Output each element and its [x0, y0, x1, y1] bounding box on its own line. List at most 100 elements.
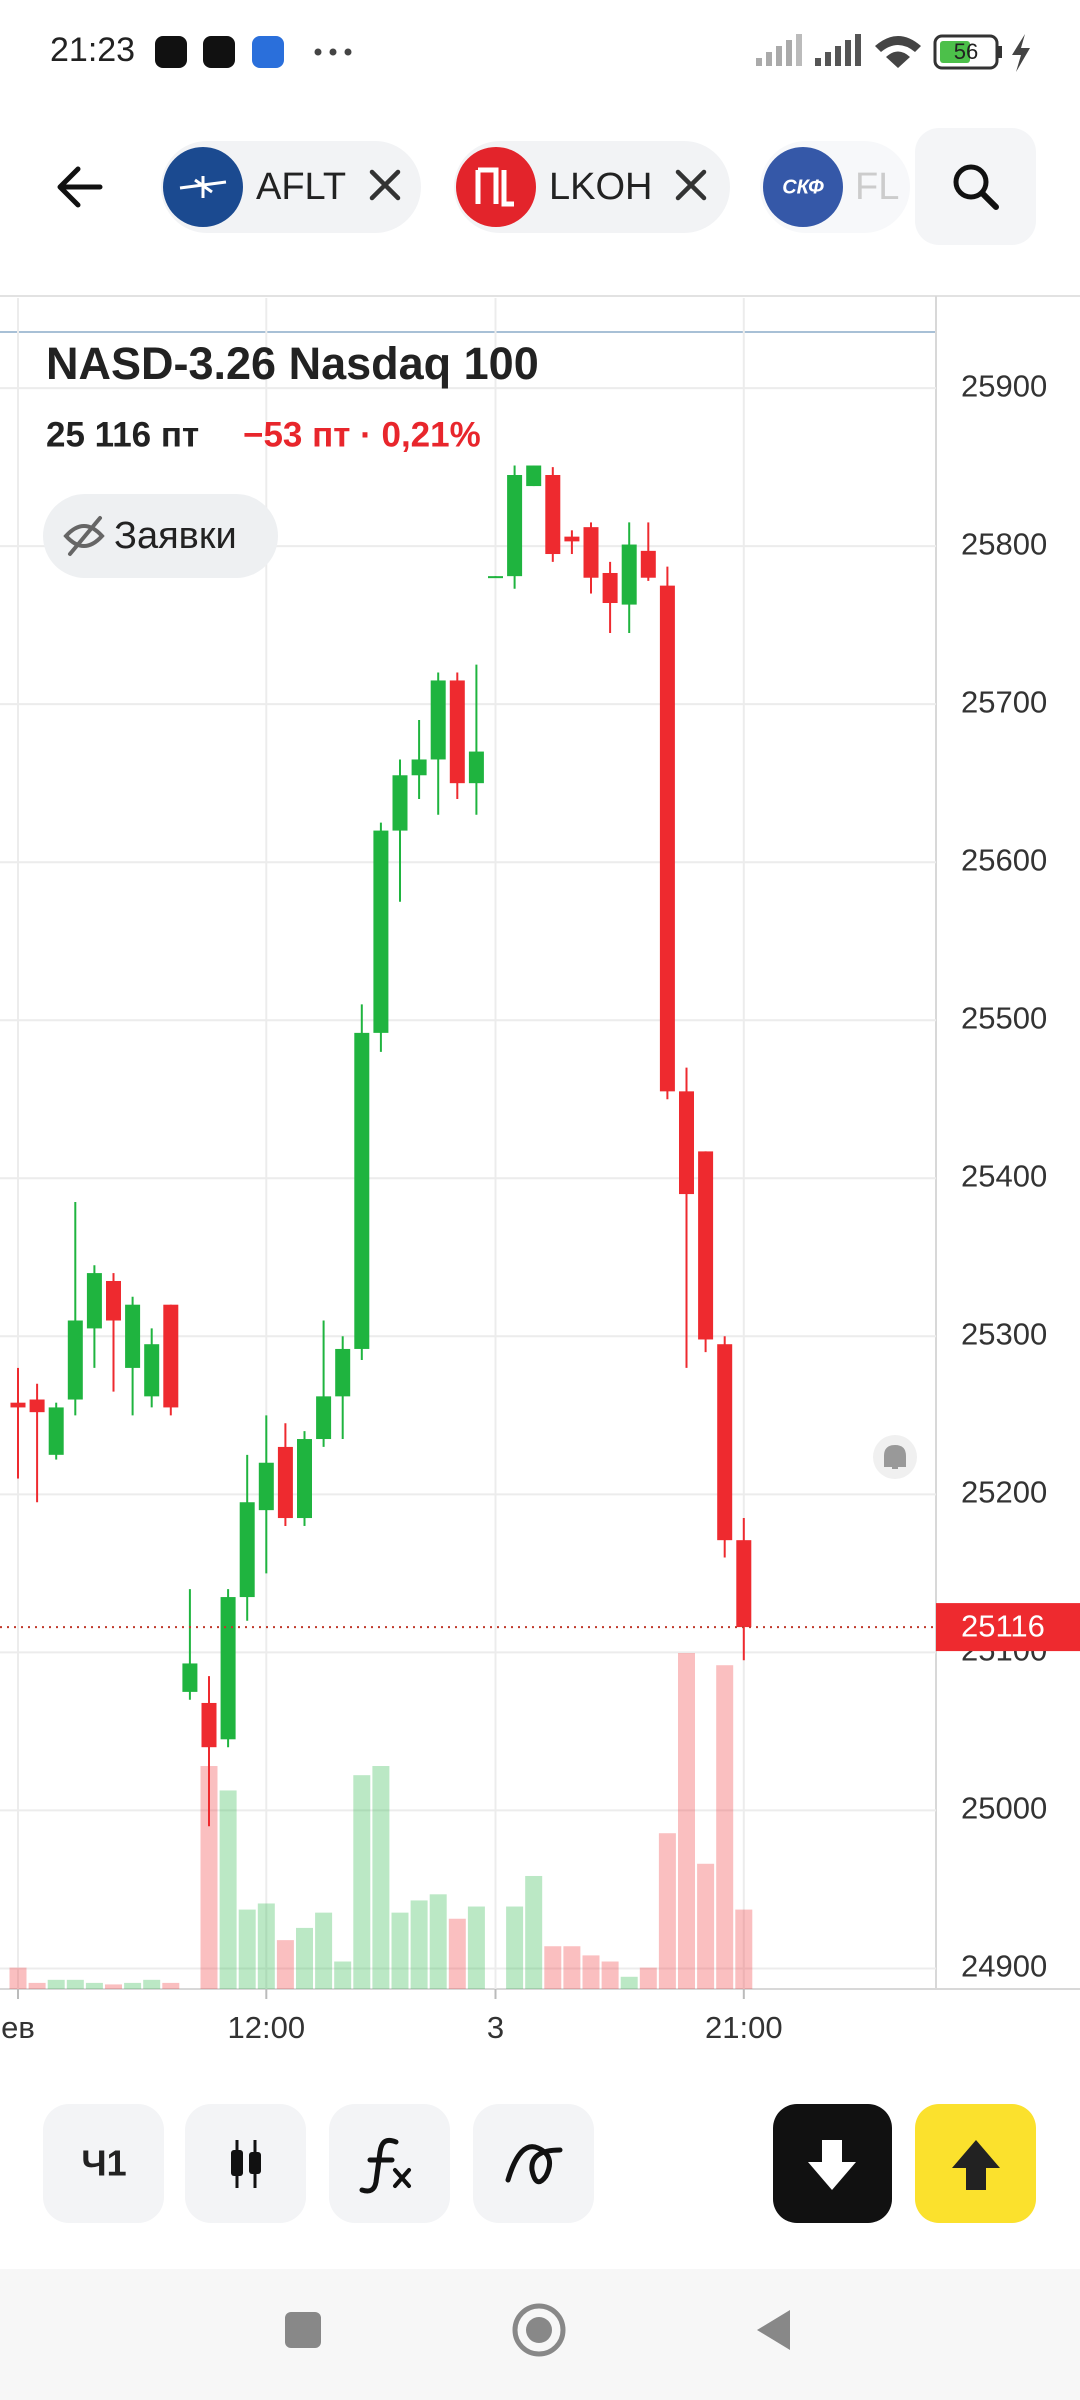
y-tick-label: 25000 [961, 1791, 1047, 1826]
volume-bar [105, 1984, 122, 1989]
candle-body [736, 1540, 752, 1628]
volume-bar [238, 1909, 256, 1989]
chart-title: NASD-3.26 Nasdaq 100 [46, 338, 539, 389]
volume-bars [9, 1653, 753, 1989]
volume-bar [544, 1946, 562, 1989]
current-price: 25 116 пт [46, 415, 199, 454]
volume-bar [735, 1909, 753, 1989]
volume-bar [296, 1927, 313, 1989]
interval-button[interactable] [43, 2104, 164, 2223]
candle-body [163, 1304, 179, 1408]
volume-bar [639, 1967, 657, 1989]
candle-body [449, 680, 465, 784]
y-tick-label: 25700 [961, 684, 1047, 719]
volume-bar [467, 1906, 485, 1989]
candle-body [239, 1502, 255, 1598]
candle-body [106, 1280, 121, 1321]
candle-body [602, 572, 618, 604]
indicators-button[interactable] [329, 2104, 450, 2223]
volume-bar [563, 1946, 581, 1989]
back-button[interactable] [57, 166, 103, 208]
volume-bar [257, 1903, 275, 1989]
candle-body [144, 1344, 160, 1397]
volume-bar [658, 1833, 676, 1989]
last-price-label: 25116 [961, 1608, 1045, 1643]
volume-bar [429, 1894, 447, 1989]
volume-bar [582, 1955, 600, 1989]
volume-bar [448, 1918, 466, 1989]
volume-bar [276, 1940, 294, 1989]
drawing-button[interactable] [473, 2104, 594, 2223]
interval-label: Ч1 [81, 2143, 126, 2184]
nav-recents[interactable] [285, 2312, 321, 2348]
candle-body [258, 1462, 274, 1511]
chart-type-button[interactable] [185, 2104, 306, 2223]
candle-body [125, 1304, 141, 1368]
volume-bar [28, 1982, 46, 1989]
volume-bar [143, 1979, 161, 1989]
chart-frame [0, 295, 1080, 1990]
candle-body [659, 585, 675, 1092]
search-button[interactable] [915, 128, 1036, 245]
candle-body [29, 1399, 45, 1413]
candle-body [430, 680, 446, 760]
candle-body [48, 1407, 64, 1455]
candle-body [316, 1396, 332, 1440]
volume-bar [506, 1906, 524, 1989]
y-tick-label: 25400 [961, 1158, 1047, 1193]
candle-body [392, 775, 408, 831]
volume-bar [716, 1665, 734, 1989]
candle-body [621, 544, 637, 605]
nav-home[interactable] [512, 2303, 566, 2357]
tab-third[interactable] [760, 141, 910, 233]
tab-aflt[interactable] [161, 141, 421, 233]
nav-back[interactable] [757, 2310, 790, 2350]
status-icons [155, 34, 1030, 72]
volume-bar [391, 1912, 409, 1989]
tab-label: FL [855, 166, 899, 208]
volume-bar [353, 1775, 371, 1989]
y-tick-label: 25300 [961, 1316, 1047, 1351]
y-tick-label: 25900 [961, 368, 1047, 403]
volume-bar [9, 1967, 27, 1989]
volume-bar [372, 1766, 390, 1989]
candle-body [10, 1402, 26, 1408]
alert-bell[interactable] [873, 1435, 917, 1479]
orders-button[interactable] [43, 494, 278, 578]
candles [10, 465, 752, 1827]
volume-bar [334, 1961, 352, 1989]
volume-bar [200, 1766, 218, 1989]
tab-lkoh[interactable] [454, 141, 730, 233]
candle-body [717, 1344, 733, 1541]
candle-body [335, 1348, 351, 1397]
price-change: −53 пт · 0,21% [243, 415, 481, 454]
volume-bar [47, 1979, 65, 1989]
candle-body [583, 527, 599, 578]
x-tick-label: 3 [487, 2010, 504, 2045]
candle-body [545, 475, 561, 555]
volume-bar [124, 1982, 142, 1989]
y-tick-label: 25600 [961, 842, 1047, 877]
volume-bar [678, 1653, 695, 1989]
candle-body [640, 550, 656, 578]
sell-button[interactable] [773, 2104, 892, 2223]
candle-body [86, 1273, 102, 1329]
buy-button[interactable] [915, 2104, 1036, 2223]
candle-body [201, 1702, 217, 1748]
candle-body [679, 1091, 694, 1195]
axis-labels: 2490025000251002520025300254002550025600… [1, 368, 1047, 2045]
y-tick-label: 25800 [961, 526, 1047, 561]
candle-body [297, 1439, 312, 1519]
tab-label: LKOH [549, 166, 652, 208]
volume-bar [162, 1982, 180, 1989]
volume-bar [697, 1863, 715, 1989]
volume-bar [601, 1961, 619, 1989]
volume-bar [525, 1875, 543, 1989]
candle-body [564, 536, 580, 542]
x-tick-label: ев [1, 2010, 35, 2045]
x-tick-label: 12:00 [228, 2010, 306, 2045]
candle-body [526, 465, 542, 487]
battery-level: 56 [954, 39, 978, 64]
candle-body [507, 475, 523, 577]
